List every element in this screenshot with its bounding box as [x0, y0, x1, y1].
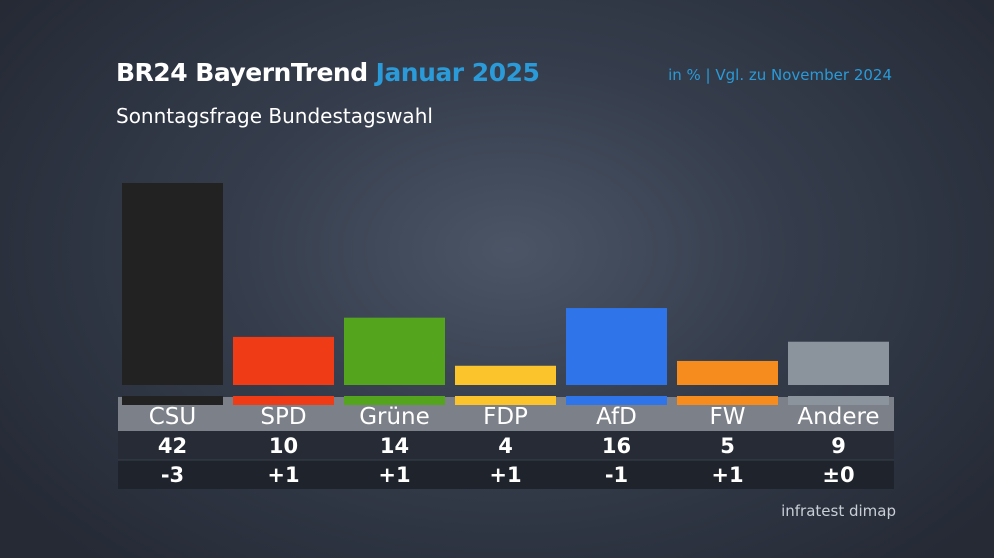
data-label: 5: [720, 434, 735, 458]
bar-grüne: [344, 317, 445, 385]
tick-label: FW: [710, 404, 746, 430]
bar-strip: [566, 396, 667, 405]
chart-header: BR24 BayernTrend Januar 2025: [116, 58, 540, 87]
bar-fw: [677, 360, 778, 385]
tick-label: SPD: [260, 404, 306, 430]
bar-strip: [677, 396, 778, 405]
source-credit: infratest dimap: [781, 502, 896, 520]
bar-andere: [788, 341, 889, 385]
change-label: +1: [489, 463, 521, 487]
data-label: 16: [602, 434, 631, 458]
change-label: +1: [711, 463, 743, 487]
chart-subtitle: Sonntagsfrage Bundestagswahl: [116, 104, 433, 128]
change-label: +1: [378, 463, 410, 487]
bar-fdp: [455, 365, 556, 385]
bar-strip: [344, 396, 445, 405]
tick-label: AfD: [596, 404, 637, 430]
chart-date: Januar 2025: [375, 58, 540, 87]
data-label: 10: [269, 434, 298, 458]
tick-label: Grüne: [359, 404, 430, 430]
change-label: -1: [605, 463, 628, 487]
bar-strip: [455, 396, 556, 405]
bar-strip: [122, 396, 223, 405]
change-label: ±0: [822, 463, 854, 487]
tick-label: Andere: [797, 404, 879, 430]
chart-title: BR24 BayernTrend: [116, 58, 368, 87]
data-label: 9: [831, 434, 846, 458]
change-row-bg: [118, 460, 894, 489]
change-label: +1: [267, 463, 299, 487]
unit-note: in % | Vgl. zu November 2024: [668, 66, 892, 84]
bar-afd: [566, 308, 667, 385]
data-label: 42: [158, 434, 187, 458]
bar-spd: [233, 336, 334, 385]
data-label: 14: [380, 434, 409, 458]
bar-strip: [233, 396, 334, 405]
tick-label: FDP: [483, 404, 528, 430]
change-label: -3: [161, 463, 184, 487]
data-label: 4: [498, 434, 513, 458]
bar-csu: [122, 183, 223, 385]
tick-label: CSU: [149, 404, 197, 430]
value-row-bg: [118, 431, 894, 460]
bar-strip: [788, 396, 889, 405]
